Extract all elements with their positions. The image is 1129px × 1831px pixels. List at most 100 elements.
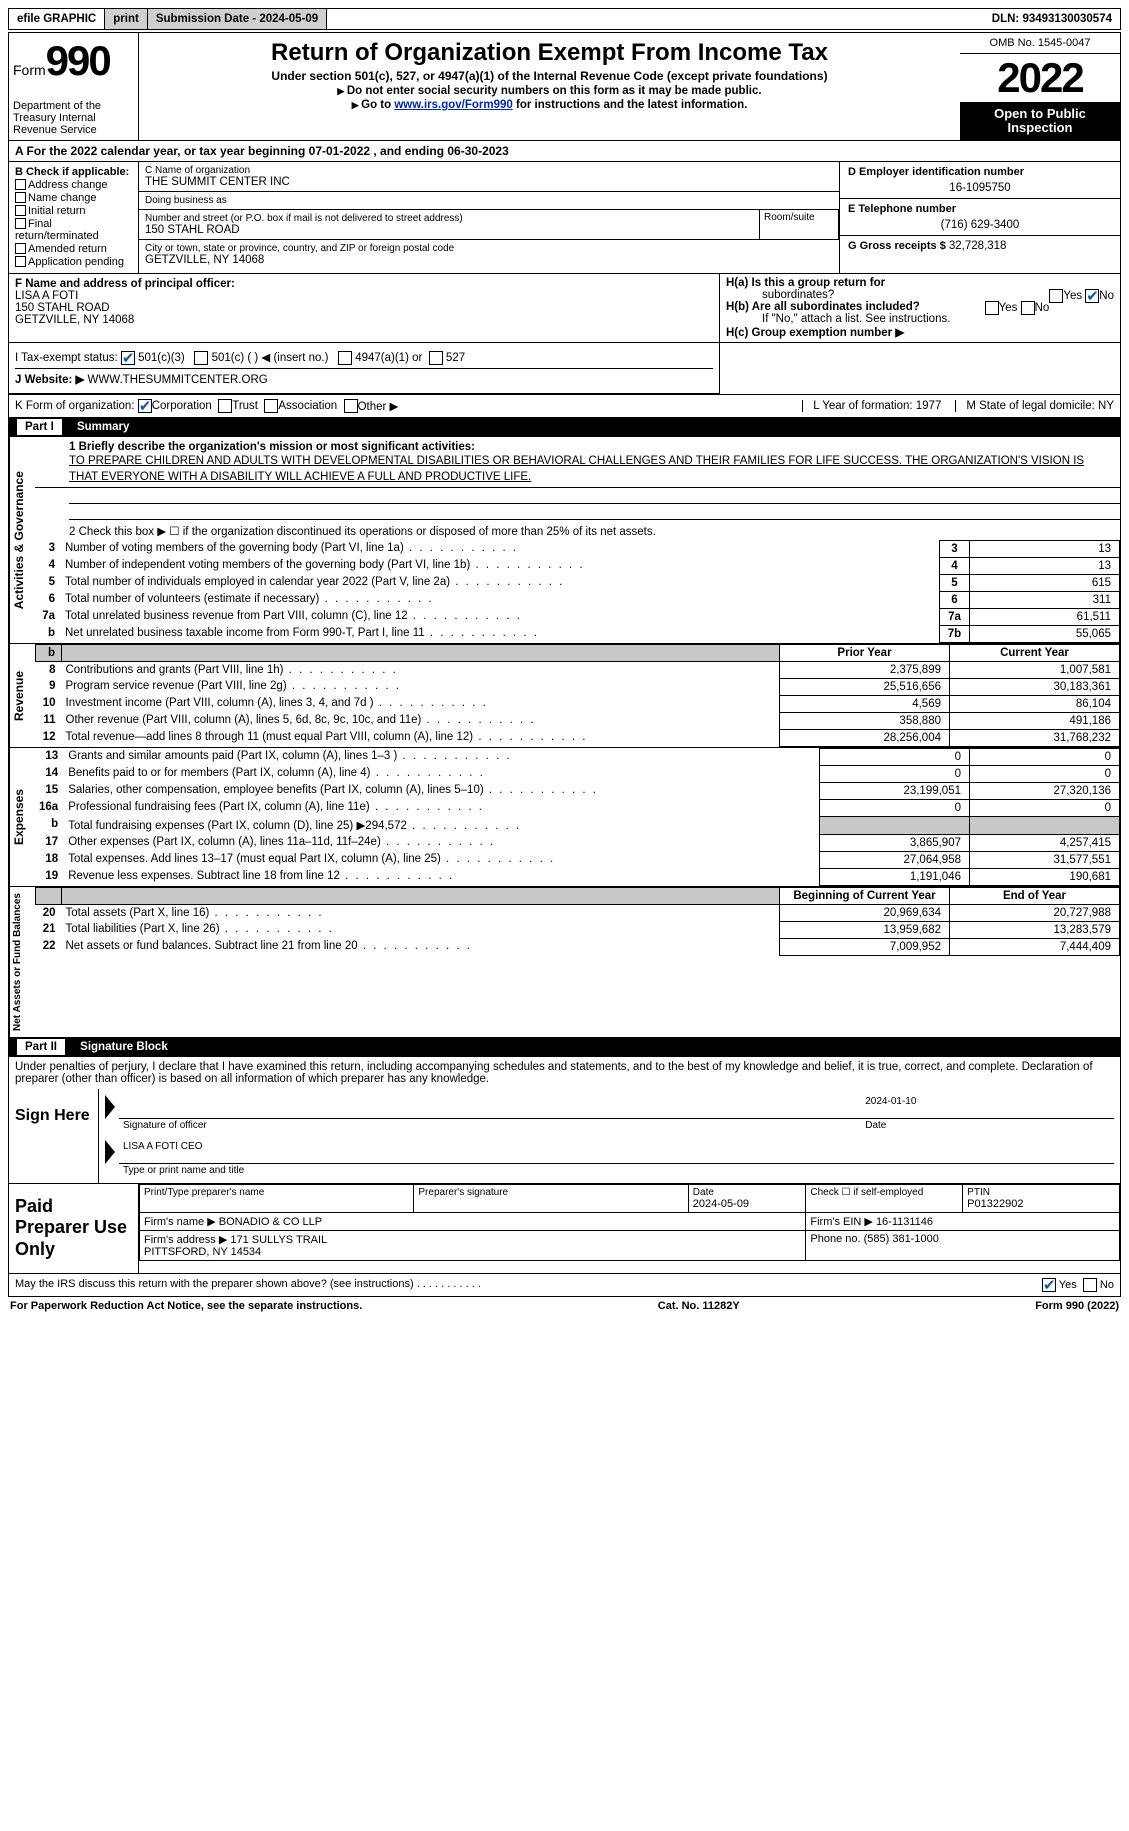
ha-no[interactable]: [1085, 289, 1099, 303]
firm-name: BONADIO & CO LLP: [219, 1216, 322, 1228]
cb-corp[interactable]: [138, 399, 152, 413]
footer: For Paperwork Reduction Act Notice, see …: [8, 1297, 1121, 1315]
dept-label: Department of the Treasury Internal Reve…: [13, 100, 134, 136]
cb-trust[interactable]: [218, 399, 232, 413]
phone-label: E Telephone number: [848, 203, 1112, 215]
cb-final-return[interactable]: Final return/terminated: [15, 218, 132, 242]
box-f: F Name and address of principal officer:…: [9, 274, 720, 342]
cb-amended-return[interactable]: Amended return: [15, 243, 132, 255]
cb-527[interactable]: [429, 351, 443, 365]
print-button[interactable]: print: [105, 9, 148, 29]
cb-name-change[interactable]: Name change: [15, 192, 132, 204]
discuss-row: May the IRS discuss this return with the…: [8, 1274, 1121, 1297]
cb-other[interactable]: [344, 399, 358, 413]
ptin: P01322902: [967, 1198, 1023, 1210]
ptin-label: PTIN: [967, 1187, 1115, 1198]
q1-label: 1 Briefly describe the organization's mi…: [69, 441, 475, 453]
subtitle: Under section 501(c), 527, or 4947(a)(1)…: [143, 69, 956, 83]
hdr-end: End of Year: [950, 887, 1120, 904]
gross-receipts-label: G Gross receipts $: [848, 240, 949, 252]
org-name: THE SUMMIT CENTER INC: [145, 176, 833, 188]
cb-assoc[interactable]: [264, 399, 278, 413]
declaration-text: Under penalties of perjury, I declare th…: [8, 1057, 1121, 1089]
hb-yes[interactable]: [985, 301, 999, 315]
form-header: Form990 Department of the Treasury Inter…: [8, 32, 1121, 141]
cb-501c3[interactable]: [121, 351, 135, 365]
omb: OMB No. 1545-0047: [960, 33, 1120, 54]
officer-addr2: GETZVILLE, NY 14068: [15, 314, 134, 326]
open-inspection: Open to Public Inspection: [960, 103, 1120, 140]
hdr-prior: Prior Year: [780, 644, 950, 661]
side-activities: Activities & Governance: [9, 437, 35, 643]
fh-row: F Name and address of principal officer:…: [8, 274, 1121, 343]
efile-label: efile GRAPHIC: [9, 9, 105, 29]
bcdeg-block: B Check if applicable: Address change Na…: [8, 162, 1121, 274]
k-row: K Form of organization: Corporation Trus…: [8, 395, 1121, 418]
box-b: B Check if applicable: Address change Na…: [9, 162, 139, 273]
prep-name-label: Print/Type preparer's name: [144, 1187, 409, 1198]
prep-date: 2024-05-09: [693, 1198, 749, 1210]
top-bar: efile GRAPHIC print Submission Date - 20…: [8, 8, 1121, 30]
box-c: C Name of organization THE SUMMIT CENTER…: [139, 162, 840, 273]
sign-here-label: Sign Here: [9, 1089, 99, 1183]
ha-yes[interactable]: [1049, 289, 1063, 303]
ein: 16-1095750: [848, 182, 1112, 194]
net-table: Beginning of Current Year End of Year 20…: [35, 887, 1120, 956]
firm-phone-label: Phone no.: [810, 1233, 860, 1245]
city: GETZVILLE, NY 14068: [145, 254, 833, 266]
form-number: 990: [46, 37, 110, 84]
q1-text: TO PREPARE CHILDREN AND ADULTS WITH DEVE…: [69, 453, 1112, 485]
discuss-no[interactable]: [1083, 1278, 1097, 1292]
side-revenue: Revenue: [9, 644, 35, 747]
officer-addr1: 150 STAHL ROAD: [15, 302, 110, 314]
cb-address-change[interactable]: Address change: [15, 179, 132, 191]
discuss-yes[interactable]: [1042, 1278, 1056, 1292]
year-formation: L Year of formation: 1977: [802, 400, 941, 412]
hb-label: H(b) Are all subordinates included?: [726, 301, 920, 313]
firm-ein: 16-1131146: [876, 1216, 933, 1228]
tax-year: 2022: [960, 54, 1120, 103]
instructions-link[interactable]: www.irs.gov/Form990: [394, 99, 512, 111]
firm-name-label: Firm's name ▶: [144, 1216, 216, 1228]
sig-name-label: Type or print name and title: [119, 1164, 1114, 1177]
hdr-current: Current Year: [950, 644, 1120, 661]
row-a: A For the 2022 calendar year, or tax yea…: [8, 141, 1121, 162]
main-title: Return of Organization Exempt From Incom…: [143, 39, 956, 67]
side-net: Net Assets or Fund Balances: [9, 887, 35, 1037]
dln: DLN: 93493130030574: [984, 9, 1120, 29]
box-de: D Employer identification number 16-1095…: [840, 162, 1120, 273]
sig-date-label: Date: [861, 1119, 1114, 1132]
part1-title: Part I: [17, 419, 62, 435]
sign-here-block: Sign Here 2024-01-10 Signature of office…: [8, 1089, 1121, 1184]
sig-officer-label: Signature of officer: [119, 1119, 861, 1132]
officer-label: F Name and address of principal officer:: [15, 278, 235, 290]
prep-check: Check ☐ if self-employed: [810, 1187, 958, 1198]
street: 150 STAHL ROAD: [145, 224, 753, 236]
k-label: K Form of organization:: [15, 400, 135, 412]
website-label: J Website: ▶: [15, 374, 84, 386]
status-label: I Tax-exempt status:: [15, 352, 118, 364]
cb-501c[interactable]: [194, 351, 208, 365]
part2-header: Part II Signature Block: [8, 1038, 1121, 1057]
hdr-beginning: Beginning of Current Year: [780, 887, 950, 904]
cb-application-pending[interactable]: Application pending: [15, 256, 132, 268]
prep-date-label: Date: [693, 1187, 802, 1198]
street-label: Number and street (or P.O. box if mail i…: [145, 213, 753, 224]
activities-table: 3Number of voting members of the governi…: [35, 540, 1120, 643]
section-activities: Activities & Governance 1 Briefly descri…: [8, 437, 1121, 644]
phone: (716) 629-3400: [848, 219, 1112, 231]
dba-label: Doing business as: [145, 195, 833, 206]
hb-note: If "No," attach a list. See instructions…: [726, 313, 1114, 325]
part1-name: Summary: [73, 421, 129, 433]
part1-header: Part I Summary: [8, 418, 1121, 437]
cb-initial-return[interactable]: Initial return: [15, 205, 132, 217]
cb-4947[interactable]: [338, 351, 352, 365]
form-word: Form: [13, 62, 46, 78]
discuss-text: May the IRS discuss this return with the…: [15, 1278, 414, 1290]
part2-name: Signature Block: [76, 1041, 168, 1053]
sig-date-value: 2024-01-10: [861, 1095, 1114, 1119]
sig-name-value: LISA A FOTI CEO: [119, 1140, 1114, 1164]
state-domicile: M State of legal domicile: NY: [955, 400, 1114, 412]
box-b-title: B Check if applicable:: [15, 166, 129, 178]
hb-no[interactable]: [1021, 301, 1035, 315]
